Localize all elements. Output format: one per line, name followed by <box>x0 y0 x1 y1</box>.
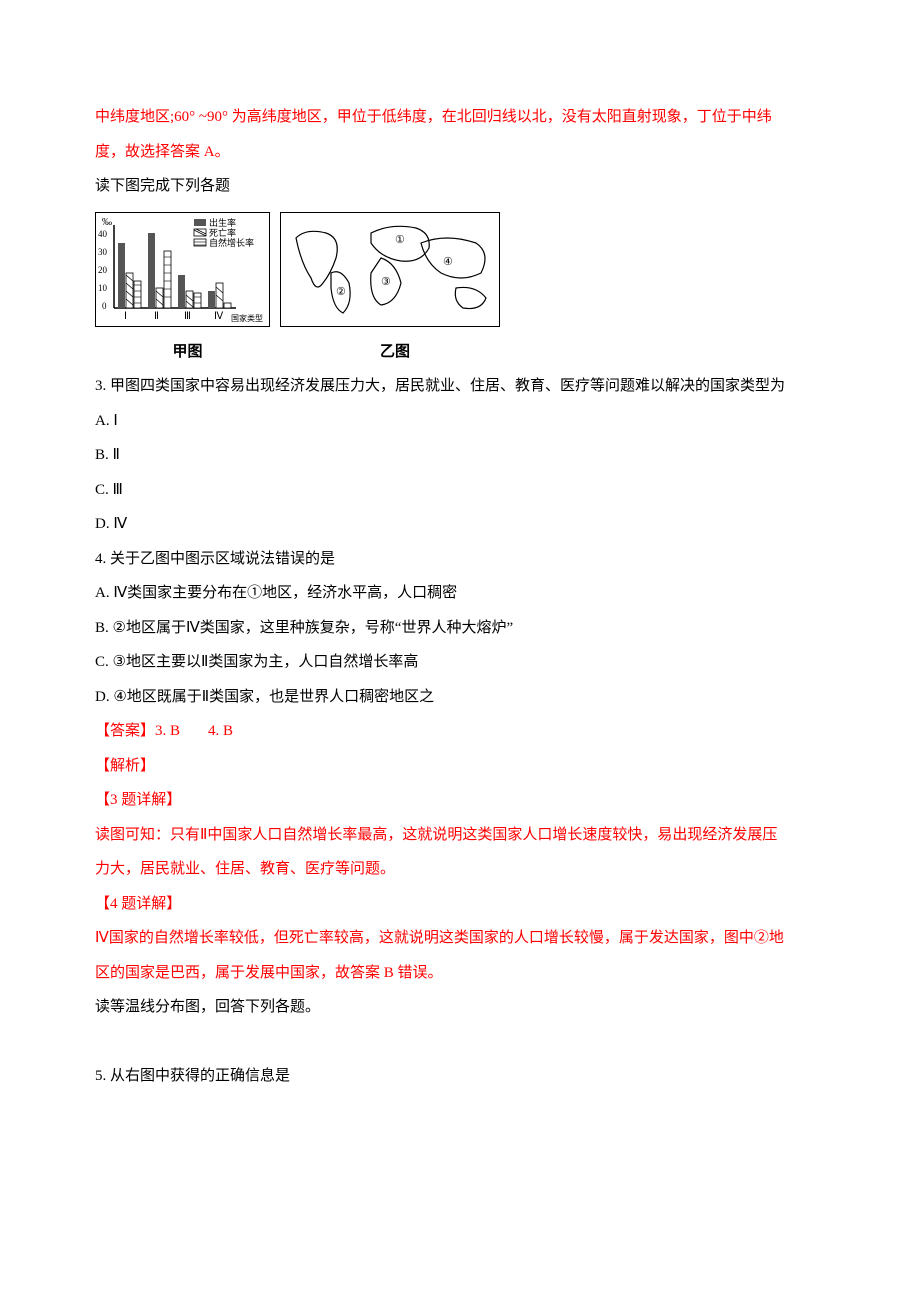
answer-3: 3. B <box>155 723 180 739</box>
chart-container: ‰ 40 30 20 10 0 <box>95 212 270 327</box>
map-marker-4: ④ <box>443 256 453 268</box>
q4-option-c: C. ③地区主要以Ⅱ类国家为主，人口自然增长率高 <box>95 645 825 680</box>
map-caption: 乙图 <box>280 335 510 370</box>
bar-chart-svg: ‰ 40 30 20 10 0 <box>96 213 271 328</box>
spacer <box>95 1025 825 1059</box>
map-marker-1: ① <box>395 234 405 246</box>
answer-label: 【答案】 <box>95 723 155 739</box>
answer-4: 4. B <box>208 723 233 739</box>
q4-detail-label: 【4 题详解】 <box>95 887 825 922</box>
answer-line: 【答案】3. B 4. B <box>95 714 825 749</box>
ytick-20: 20 <box>98 265 108 275</box>
map-marker-3: ③ <box>381 276 391 288</box>
intro-text-1: 中纬度地区;60° ~90° 为高纬度地区，甲位于低纬度，在北回归线以北，没有太… <box>95 100 825 135</box>
world-map-svg: ① ② ③ ④ <box>281 213 501 328</box>
q4-stem: 4. 关于乙图中图示区域说法错误的是 <box>95 542 825 577</box>
x-axis-label: 国家类型 <box>231 313 263 323</box>
xtick-1: Ⅰ <box>124 311 127 322</box>
q3-detail-2: 力大，居民就业、住居、教育、医疗等问题。 <box>95 852 825 887</box>
world-map: ① ② ③ ④ <box>280 212 500 327</box>
bar-chart: ‰ 40 30 20 10 0 <box>95 212 270 327</box>
xtick-3: Ⅲ <box>184 311 191 322</box>
legend-birth: 出生率 <box>209 217 236 228</box>
q3-option-b: B. Ⅱ <box>95 438 825 473</box>
read-figure-prompt: 读下图完成下列各题 <box>95 169 825 204</box>
q3-detail-label: 【3 题详解】 <box>95 783 825 818</box>
legend-growth: 自然增长率 <box>209 237 254 248</box>
q4-detail-1: Ⅳ国家的自然增长率较低，但死亡率较高，这就说明这类国家的人口增长较慢，属于发达国… <box>95 921 825 956</box>
ytick-40: 40 <box>98 229 108 239</box>
analysis-label: 【解析】 <box>95 749 825 784</box>
q3-option-d: D. Ⅳ <box>95 507 825 542</box>
xtick-2: Ⅱ <box>154 311 159 322</box>
q4-option-d: D. ④地区既属于Ⅱ类国家，也是世界人口稠密地区之 <box>95 680 825 715</box>
q5-stem: 5. 从右图中获得的正确信息是 <box>95 1059 825 1094</box>
q4-option-a: A. Ⅳ类国家主要分布在①地区，经济水平高，人口稠密 <box>95 576 825 611</box>
q3-option-a: A. Ⅰ <box>95 404 825 439</box>
figures-row: ‰ 40 30 20 10 0 <box>95 212 825 327</box>
ytick-0: 0 <box>102 301 107 311</box>
q4-option-b: B. ②地区属于Ⅳ类国家，这里种族复杂，号称“世界人种大熔炉” <box>95 611 825 646</box>
map-marker-2: ② <box>336 286 346 298</box>
q3-detail-1: 读图可知：只有Ⅱ中国家人口自然增长率最高，这就说明这类国家人口增长速度较快，易出… <box>95 818 825 853</box>
intro-text-2: 度，故选择答案 A。 <box>95 135 825 170</box>
y-unit: ‰ <box>102 217 112 228</box>
chart-caption: 甲图 <box>95 335 280 370</box>
caption-row: 甲图 乙图 <box>95 335 825 370</box>
ytick-30: 30 <box>98 247 108 257</box>
ytick-10: 10 <box>98 283 108 293</box>
map-container: ① ② ③ ④ <box>280 212 500 327</box>
q3-option-c: C. Ⅲ <box>95 473 825 508</box>
read-isotherm-prompt: 读等温线分布图，回答下列各题。 <box>95 990 825 1025</box>
q4-detail-2: 区的国家是巴西，属于发展中国家，故答案 B 错误。 <box>95 956 825 991</box>
q3-stem: 3. 甲图四类国家中容易出现经济发展压力大，居民就业、住居、教育、医疗等问题难以… <box>95 369 825 404</box>
legend-death: 死亡率 <box>209 227 236 238</box>
xtick-4: Ⅳ <box>214 311 224 322</box>
